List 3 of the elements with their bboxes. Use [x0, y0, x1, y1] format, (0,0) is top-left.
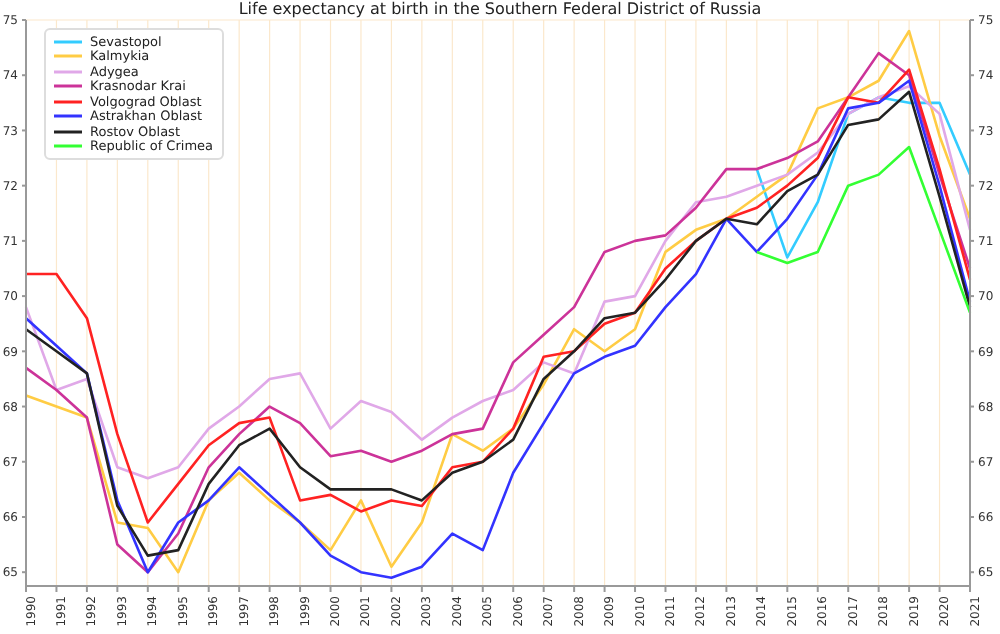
chart-title: Life expectancy at birth in the Southern Federal District of Russia [236, 0, 764, 18]
line-series [755, 96, 972, 259]
line-series [755, 145, 972, 314]
